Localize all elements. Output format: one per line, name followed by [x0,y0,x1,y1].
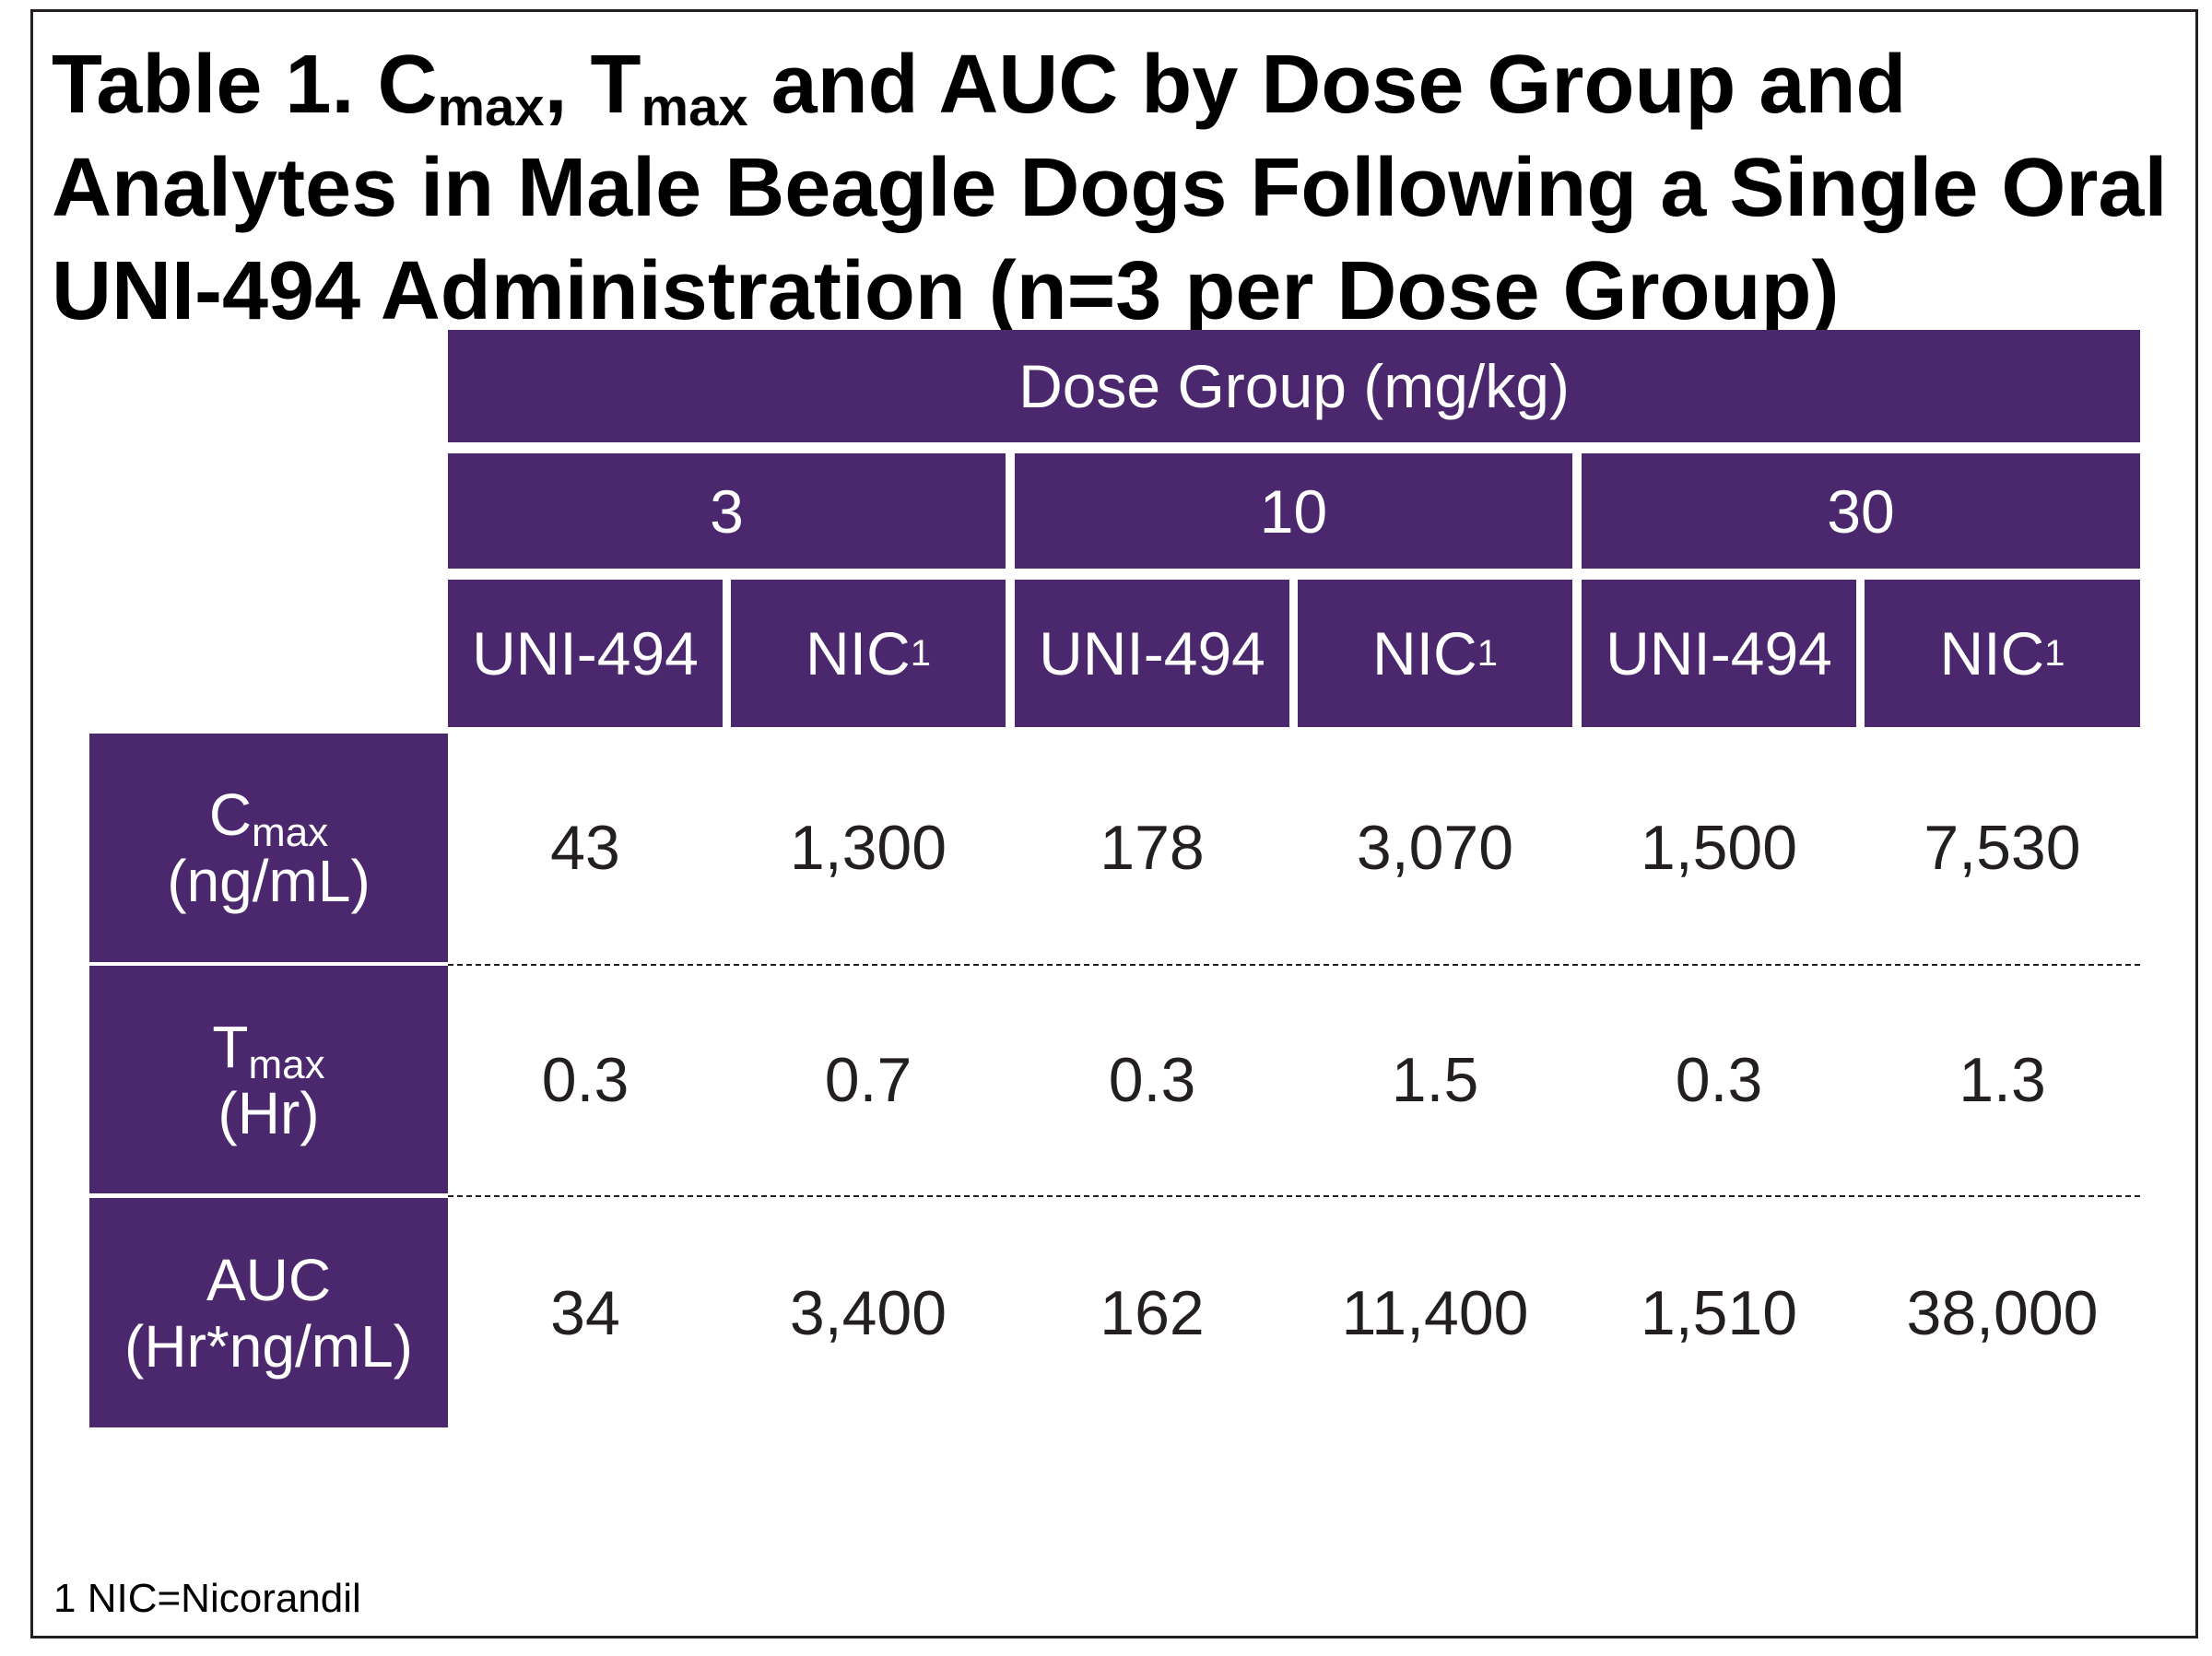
analyte-header: UNI-494 [1015,580,1289,727]
footnote: 1 NIC=Nicorandil [53,1576,361,1621]
table-cell: 1,300 [789,813,947,883]
table-cell: 0.3 [1108,1044,1196,1115]
table-cell: 1.3 [1959,1044,2046,1115]
table-cell: 0.3 [541,1044,629,1115]
table-cell: 0.3 [1675,1044,1763,1115]
table-cell: 43 [550,813,620,883]
table-cell: 162 [1100,1277,1205,1348]
analyte-header: NIC 1 [1865,580,2140,727]
table-cell: 38,000 [1906,1277,2099,1348]
analyte-header: NIC 1 [1298,580,1572,727]
row-label-tmax: Tmax (Hr) [89,966,448,1193]
table-cell: 3,400 [789,1277,947,1348]
table-cell: 11,400 [1341,1277,1529,1348]
table-cell: 1.5 [1391,1044,1479,1115]
dose-header-10: 10 [1015,453,1572,569]
analyte-header: UNI-494 [1582,580,1856,727]
analyte-header: NIC 1 [731,580,1006,727]
row-divider [448,964,2140,966]
table-cell: 1,510 [1640,1277,1798,1348]
dose-group-header: Dose Group (mg/kg) [448,330,2140,442]
table-title: Table 1. Cmax, Tmax and AUC by Dose Grou… [52,39,2168,337]
table-cell: 0.7 [824,1044,912,1115]
analyte-header: UNI-494 [448,580,723,727]
row-divider [448,1195,2140,1197]
table-cell: 3,070 [1356,813,1514,883]
row-label-auc: AUC (Hr*ng/mL) [89,1198,448,1427]
dose-header-3: 3 [448,453,1006,569]
dose-header-30: 30 [1582,453,2140,569]
table-cell: 34 [550,1277,620,1348]
table-cell: 178 [1100,813,1205,883]
table-cell: 1,500 [1640,813,1798,883]
row-label-cmax: Cmax (ng/mL) [89,734,448,962]
table-cell: 7,530 [1924,813,2081,883]
table-frame [30,9,2198,1638]
